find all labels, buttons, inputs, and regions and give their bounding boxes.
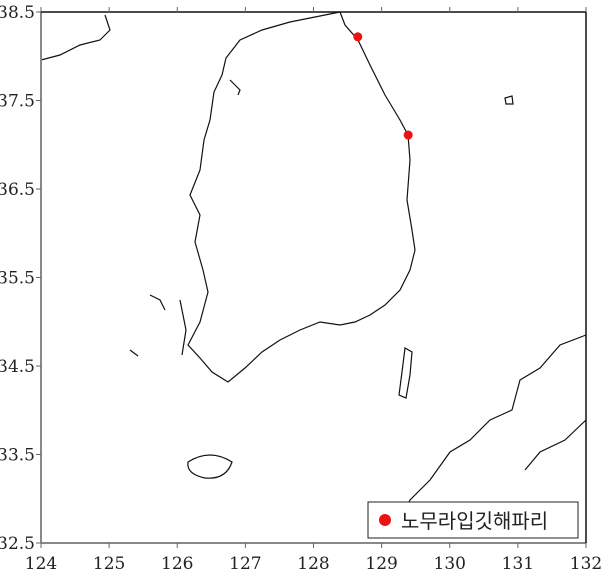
coastline [40,11,587,521]
x-tick-label: 127 [229,554,261,574]
x-tick-label: 129 [365,554,397,574]
coastline-segment [187,11,416,383]
coastline-segment [40,14,111,61]
coastline-segment [524,419,587,471]
x-tick-label: 131 [502,554,534,574]
x-tick-label: 128 [297,554,329,574]
y-tick-label: 33.5 [0,446,35,466]
y-tick-label: 35.5 [0,269,35,289]
y-tick-label: 36.5 [0,180,35,200]
y-tick-label: 32.5 [0,534,35,554]
coastline-segment [504,95,514,105]
x-tick-label: 126 [161,554,193,574]
points [353,32,413,140]
y-tick-label: 34.5 [0,357,35,377]
x-tick-label: 124 [25,554,57,574]
coastline-segment [398,347,413,399]
data-point [403,130,413,140]
legend-marker [379,514,391,526]
y-tick-label: 38.5 [0,3,35,23]
x-tick-label: 132 [570,554,601,574]
coastline-segment [229,79,241,96]
data-point [353,32,363,42]
axes: 124 125 126 127 128 129 130 131 132 32.5 33.5 34.5 3… [0,3,601,574]
legend-label: 노무라입깃해파리 [401,509,548,533]
x-tick-label: 130 [434,554,466,574]
coastline-segment [399,334,587,521]
coastline-segment [187,454,233,479]
coastline-segment [129,294,187,357]
legend: 노무라입깃해파리 [367,501,579,539]
y-tick-label: 37.5 [0,92,35,112]
x-tick-label: 125 [93,554,125,574]
